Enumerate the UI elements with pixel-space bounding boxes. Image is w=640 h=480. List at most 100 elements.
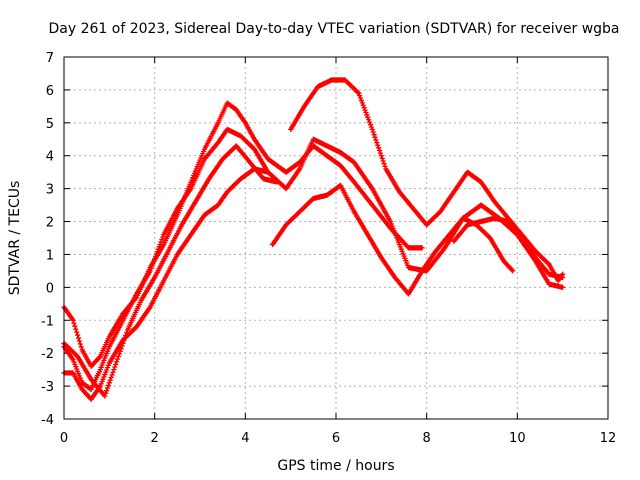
y-tick-label: 7 (46, 51, 54, 66)
data-point-marker (369, 126, 375, 132)
data-point-marker (111, 367, 117, 373)
data-point-marker (107, 377, 113, 383)
data-point-marker (355, 89, 361, 95)
data-point-marker (361, 105, 367, 111)
data-point-marker (109, 372, 115, 378)
data-point-marker (510, 268, 516, 274)
data-point-marker (372, 134, 378, 140)
grid-layer (64, 57, 608, 419)
series-track-5 (288, 77, 566, 281)
data-point-marker (158, 239, 164, 245)
x-tick-label: 4 (241, 431, 249, 446)
data-point-marker (122, 335, 128, 341)
data-point-marker (148, 265, 154, 272)
data-point-marker (120, 340, 126, 346)
data-point-marker (151, 258, 157, 264)
data-point-marker (368, 124, 374, 130)
data-point-marker (75, 332, 81, 338)
data-point-marker (78, 344, 84, 350)
data-point-marker (377, 150, 384, 156)
data-point-marker (156, 244, 162, 250)
data-point-marker (96, 354, 102, 361)
y-axis-label: SDTVAR / TECUs (7, 181, 23, 296)
data-point-marker (366, 117, 372, 123)
data-point-marker (376, 145, 382, 151)
data-point-marker (160, 234, 166, 240)
data-point-marker (104, 388, 110, 394)
data-point-marker (113, 361, 119, 367)
data-point-marker (367, 121, 374, 128)
data-point-marker (103, 390, 109, 396)
data-point-marker (110, 369, 116, 375)
series-track-3 (61, 166, 271, 402)
data-point-marker (119, 343, 125, 349)
data-point-marker (108, 374, 114, 381)
data-point-marker (378, 153, 384, 159)
y-tick-label: 6 (46, 84, 54, 99)
data-point-marker (76, 338, 83, 344)
data-point-marker (150, 261, 156, 267)
data-point-marker (356, 93, 363, 99)
data-point-marker (373, 137, 379, 143)
data-point-marker (113, 359, 120, 365)
data-point-marker (376, 147, 383, 154)
y-tick-label: 1 (46, 248, 54, 263)
data-point-marker (379, 155, 385, 161)
data-point-marker (123, 330, 130, 336)
plot-frame (63, 56, 609, 420)
data-point-marker (77, 341, 83, 347)
data-point-marker (73, 326, 79, 332)
data-point-marker (419, 245, 425, 251)
data-point-marker (381, 161, 387, 167)
data-point-marker (149, 263, 155, 269)
data-point-marker (357, 95, 364, 101)
chart-title: Day 261 of 2023, Sidereal Day-to-day VTE… (48, 21, 619, 37)
data-point-marker (116, 351, 122, 357)
data-point-marker (74, 329, 80, 335)
data-point-marker (159, 236, 165, 243)
data-point-marker (560, 271, 566, 277)
x-tick-label: 10 (509, 431, 526, 446)
data-point-marker (371, 132, 377, 138)
data-point-marker (157, 241, 163, 247)
series-track-7 (451, 215, 566, 284)
data-point-marker (366, 119, 373, 125)
series-track-2 (61, 126, 566, 392)
data-point-marker (359, 100, 365, 106)
y-tick-label: 0 (46, 281, 54, 296)
data-point-marker (153, 251, 160, 257)
data-point-marker (362, 107, 368, 113)
data-point-marker (370, 129, 376, 135)
data-point-marker (155, 246, 161, 252)
data-point-marker (118, 345, 124, 352)
series-track-6 (269, 182, 516, 297)
y-tick-label: 3 (46, 183, 54, 198)
data-point-marker (560, 284, 566, 290)
data-point-marker (365, 114, 371, 120)
data-point-marker (274, 179, 280, 185)
y-tick-label: -3 (41, 380, 54, 395)
y-tick-label: 5 (46, 117, 54, 132)
data-point-marker (114, 356, 121, 362)
y-tick-label: 4 (46, 150, 54, 165)
y-tick-label: 2 (46, 216, 54, 231)
data-point-marker (374, 139, 380, 146)
data-point-marker (115, 353, 121, 360)
series-track-4 (61, 143, 280, 399)
x-tick-label: 6 (332, 431, 340, 446)
x-tick-label: 8 (423, 431, 431, 446)
y-tick-label: -1 (41, 314, 54, 329)
data-point-marker (382, 163, 388, 169)
y-tick-label: -2 (41, 347, 54, 362)
data-point-marker (380, 158, 386, 164)
data-point-marker (71, 320, 77, 326)
x-axis-label: GPS time / hours (277, 458, 394, 474)
x-tick-label: 0 (60, 431, 68, 446)
data-point-marker (102, 393, 108, 399)
data-point-marker (360, 102, 366, 108)
data-series (61, 77, 566, 402)
data-point-marker (106, 380, 112, 386)
y-axis-ticks: -4 -3 -2 -1 0 1 2 3 4 5 6 7 (41, 51, 608, 428)
data-point-marker (364, 112, 370, 118)
